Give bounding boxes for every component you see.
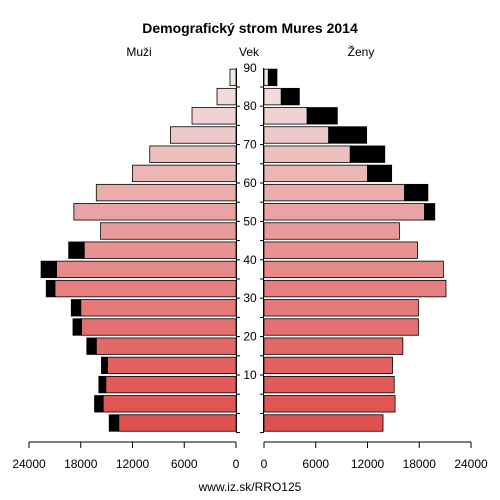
bar-men-25-29: [81, 318, 237, 336]
bar-men-surplus-15-19: [101, 356, 108, 375]
bar-men-surplus-40-44: [40, 260, 58, 279]
left-axis-label: Muži: [126, 45, 151, 59]
bar-men-surplus-35-39: [45, 279, 56, 298]
bar-men-surplus-5-9: [94, 395, 104, 413]
x-tick-label-men: 12000: [116, 457, 150, 471]
bar-men-10-14: [105, 375, 237, 394]
bar-women-65-69: [263, 164, 368, 183]
age-tick-label: 90: [243, 61, 257, 75]
x-tick-label-men: 24000: [12, 457, 46, 471]
bar-women-80-84: [263, 107, 308, 125]
age-tick-label: 70: [243, 138, 257, 152]
bar-women-50-54: [263, 222, 400, 240]
bar-women-35-39: [263, 279, 447, 298]
chart-marks: 10 20 30 40 50 60 70 80 90 24000 18000 12000 6000 0 0 6…: [12, 61, 488, 471]
bar-women-surplus-90+: [267, 68, 278, 87]
bar-men-80-84: [191, 107, 237, 125]
x-tick-label-women: 24000: [454, 457, 488, 471]
bar-women-surplus-75-79: [328, 126, 368, 144]
age-tick-label: 40: [243, 253, 257, 267]
footer-url: www.iz.sk/RRO125: [198, 480, 302, 494]
x-tick-label-women: 18000: [403, 457, 437, 471]
bar-men-90+: [229, 68, 237, 87]
bar-men-surplus-20-24: [86, 337, 97, 355]
x-tick-label-men: 0: [233, 457, 240, 471]
bar-men-75-79: [170, 126, 237, 144]
bar-men-surplus-25-29: [72, 318, 83, 336]
age-tick-label: 20: [243, 330, 257, 344]
bar-women-0-4: [263, 414, 384, 432]
bar-women-60-64: [263, 183, 405, 202]
age-tick-label: 30: [243, 291, 257, 305]
bar-women-5-9: [263, 395, 396, 413]
bar-men-35-39: [54, 279, 237, 298]
bar-women-85-89: [263, 87, 282, 106]
bar-men-surplus-30-34: [70, 299, 82, 317]
bar-women-surplus-70-74: [349, 145, 386, 163]
bar-women-40-44: [263, 260, 444, 279]
bar-women-70-74: [263, 145, 351, 163]
bar-women-surplus-85-89: [280, 87, 300, 106]
chart-title: Demografický strom Mures 2014: [142, 20, 358, 36]
bar-women-10-14: [263, 375, 395, 394]
bar-men-surplus-0-4: [108, 414, 120, 432]
bar-men-85-89: [216, 87, 237, 106]
bar-men-5-9: [102, 395, 237, 413]
bar-women-surplus-55-59: [424, 203, 436, 221]
bar-women-25-29: [263, 318, 419, 336]
bar-men-70-74: [149, 145, 237, 163]
bar-women-15-19: [263, 356, 393, 375]
x-tick-label-men: 6000: [171, 457, 198, 471]
bar-men-55-59: [73, 203, 237, 221]
age-tick-label: 80: [243, 99, 257, 113]
age-tick-label: 60: [243, 176, 257, 190]
bar-women-90+: [263, 68, 269, 87]
bar-men-15-19: [107, 356, 237, 375]
bar-women-surplus-65-69: [367, 164, 393, 183]
bar-men-65-69: [132, 164, 237, 183]
bar-women-surplus-60-64: [404, 183, 429, 202]
bar-women-30-34: [263, 299, 419, 317]
bar-women-surplus-80-84: [306, 107, 338, 125]
age-tick-label: 50: [243, 214, 257, 228]
x-tick-label-men: 18000: [64, 457, 98, 471]
age-tick-label: 10: [243, 368, 257, 382]
bar-men-surplus-10-14: [98, 375, 107, 394]
bar-women-55-59: [263, 203, 425, 221]
bar-women-45-49: [263, 241, 418, 259]
bar-men-50-54: [100, 222, 237, 240]
bar-men-40-44: [56, 260, 237, 279]
x-tick-label-women: 0: [261, 457, 268, 471]
right-axis-label: Ženy: [348, 44, 375, 59]
bar-men-0-4: [118, 414, 237, 432]
bar-men-45-49: [83, 241, 237, 259]
bar-men-30-34: [80, 299, 237, 317]
x-tick-label-women: 6000: [302, 457, 329, 471]
center-axis-label: Vek: [239, 45, 260, 59]
bar-women-75-79: [263, 126, 330, 144]
bar-women-20-24: [263, 337, 404, 355]
bar-men-surplus-45-49: [68, 241, 85, 259]
bar-men-20-24: [95, 337, 237, 355]
bar-men-60-64: [95, 183, 237, 202]
x-tick-label-women: 12000: [351, 457, 385, 471]
